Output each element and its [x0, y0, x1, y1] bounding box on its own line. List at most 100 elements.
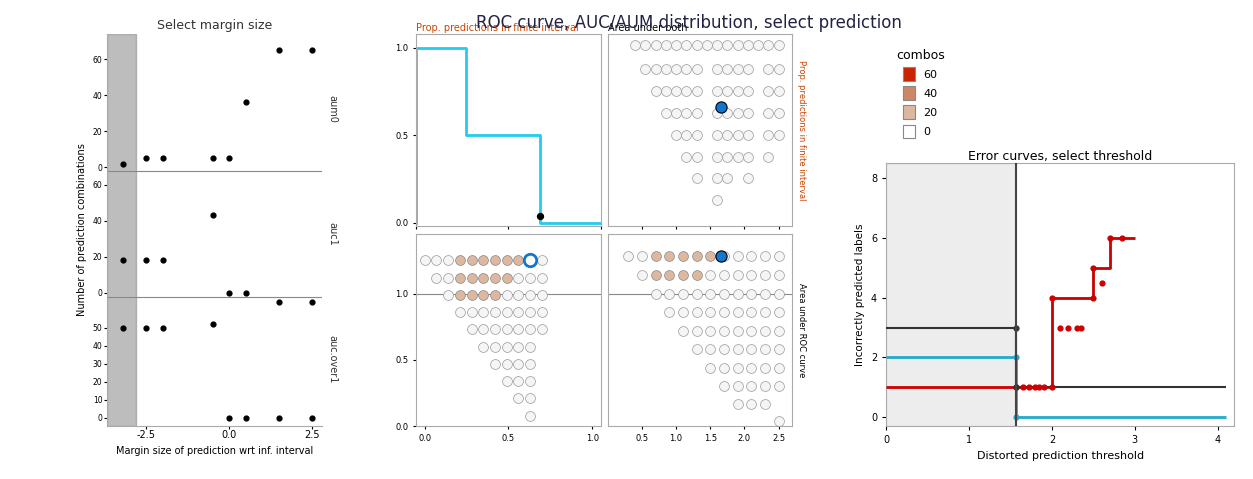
Point: [439, 274, 459, 282]
Point: [1066, 324, 1086, 331]
Point: [645, 87, 665, 95]
Point: [203, 320, 223, 328]
Point: [748, 42, 768, 49]
Point: [1084, 294, 1104, 301]
Point: [520, 412, 540, 420]
Point: [673, 252, 693, 260]
Point: [717, 131, 737, 138]
Text: ROC curve, AUC/AUM distribution, select prediction: ROC curve, AUC/AUM distribution, select …: [476, 14, 902, 33]
Legend: 60, 40, 20, 0: 60, 40, 20, 0: [892, 44, 950, 143]
Text: aum0: aum0: [327, 95, 337, 123]
Point: [700, 290, 720, 297]
Point: [1025, 384, 1045, 391]
Point: [758, 87, 778, 95]
Point: [632, 252, 652, 260]
Point: [496, 360, 516, 368]
Point: [728, 308, 748, 316]
Point: [738, 131, 758, 138]
Point: [302, 414, 322, 422]
Point: [728, 383, 748, 390]
Point: [659, 308, 679, 316]
Point: [655, 109, 675, 117]
Point: [1041, 384, 1061, 391]
Point: [1059, 324, 1079, 331]
Point: [742, 400, 762, 408]
Point: [461, 308, 481, 316]
Point: [659, 271, 679, 279]
Point: [710, 103, 730, 111]
Point: [485, 360, 505, 368]
Point: [667, 87, 687, 95]
Point: [707, 131, 727, 138]
Point: [687, 345, 707, 353]
Point: [509, 343, 529, 351]
Point: [717, 153, 737, 160]
Point: [450, 291, 470, 299]
Point: [754, 252, 774, 260]
Point: [509, 377, 529, 385]
Bar: [107, 34, 137, 426]
Point: [450, 308, 470, 316]
Point: [710, 252, 730, 260]
Point: [1006, 413, 1026, 421]
Point: [728, 364, 748, 372]
Point: [667, 42, 687, 49]
Point: [687, 175, 707, 182]
Point: [203, 211, 223, 219]
Point: [717, 175, 737, 182]
Point: [137, 154, 157, 162]
Point: [758, 42, 778, 49]
Point: [530, 212, 550, 219]
Point: [707, 196, 727, 204]
Point: [768, 271, 788, 279]
Point: [707, 42, 727, 49]
Point: [269, 298, 289, 306]
Point: [754, 345, 774, 353]
Point: [203, 154, 223, 162]
Point: [687, 271, 707, 279]
Title: Error curves, select threshold: Error curves, select threshold: [969, 150, 1153, 163]
Point: [687, 290, 707, 297]
Point: [738, 175, 758, 182]
Point: [758, 131, 778, 138]
Point: [531, 274, 551, 282]
Point: [687, 327, 707, 334]
Point: [687, 252, 707, 260]
Point: [1084, 264, 1104, 272]
Point: [754, 364, 774, 372]
Point: [758, 66, 778, 73]
Point: [687, 153, 707, 160]
Point: [677, 109, 697, 117]
Point: [531, 291, 551, 299]
Point: [667, 109, 687, 117]
Point: [1006, 354, 1026, 361]
Point: [728, 327, 748, 334]
Point: [153, 154, 173, 162]
Point: [728, 400, 748, 408]
Point: [302, 298, 322, 306]
Point: [700, 252, 720, 260]
Point: [717, 109, 737, 117]
Point: [687, 42, 707, 49]
Point: [768, 364, 788, 372]
Point: [113, 256, 133, 264]
Y-axis label: Prop. predictions in finite interval: Prop. predictions in finite interval: [797, 59, 806, 200]
Point: [687, 109, 707, 117]
Point: [496, 291, 516, 299]
Point: [236, 414, 256, 422]
Point: [728, 290, 748, 297]
Point: [728, 271, 748, 279]
Point: [768, 383, 788, 390]
Point: [754, 400, 774, 408]
Point: [1034, 384, 1054, 391]
Point: [673, 327, 693, 334]
Point: [520, 377, 540, 385]
Point: [520, 308, 540, 316]
Point: [485, 308, 505, 316]
Point: [485, 291, 505, 299]
Point: [742, 290, 762, 297]
Point: [137, 256, 157, 264]
Point: [520, 256, 540, 264]
Point: [738, 109, 758, 117]
Point: [768, 252, 788, 260]
